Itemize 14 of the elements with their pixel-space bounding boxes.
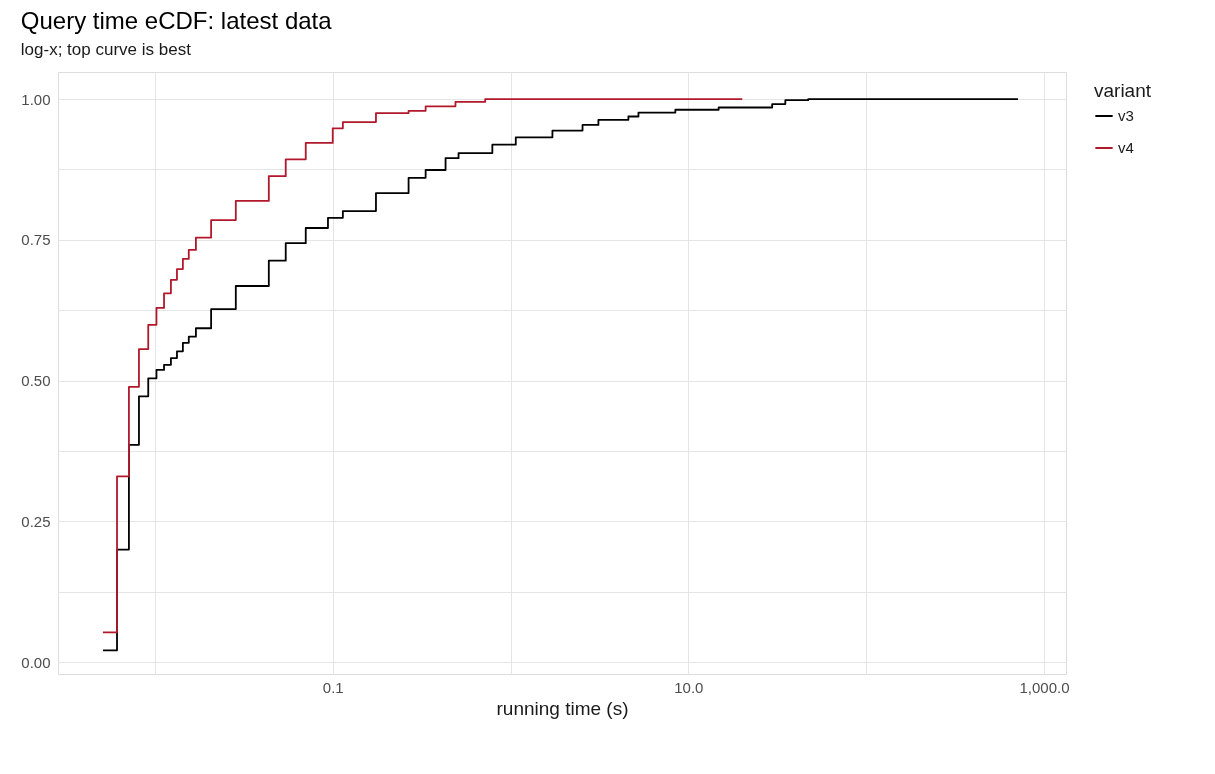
y-tick-label: 0.00 — [21, 653, 51, 671]
legend-title: variant — [1094, 80, 1152, 101]
x-tick-label: 1,000.0 — [1019, 678, 1070, 696]
legend-label: v4 — [1118, 139, 1134, 156]
chart-subtitle: log-x; top curve is best — [20, 40, 192, 59]
x-axis-title: running time (s) — [496, 697, 629, 719]
y-tick-label: 1.00 — [21, 90, 51, 108]
y-tick-label: 0.75 — [21, 231, 51, 249]
x-tick-label: 10.0 — [674, 678, 704, 696]
x-tick-label: 0.1 — [322, 678, 344, 696]
legend-label: v3 — [1118, 107, 1134, 124]
chart-title: Query time eCDF: latest data — [20, 7, 333, 34]
y-tick-label: 0.50 — [21, 372, 51, 390]
y-tick-label: 0.25 — [21, 512, 51, 530]
